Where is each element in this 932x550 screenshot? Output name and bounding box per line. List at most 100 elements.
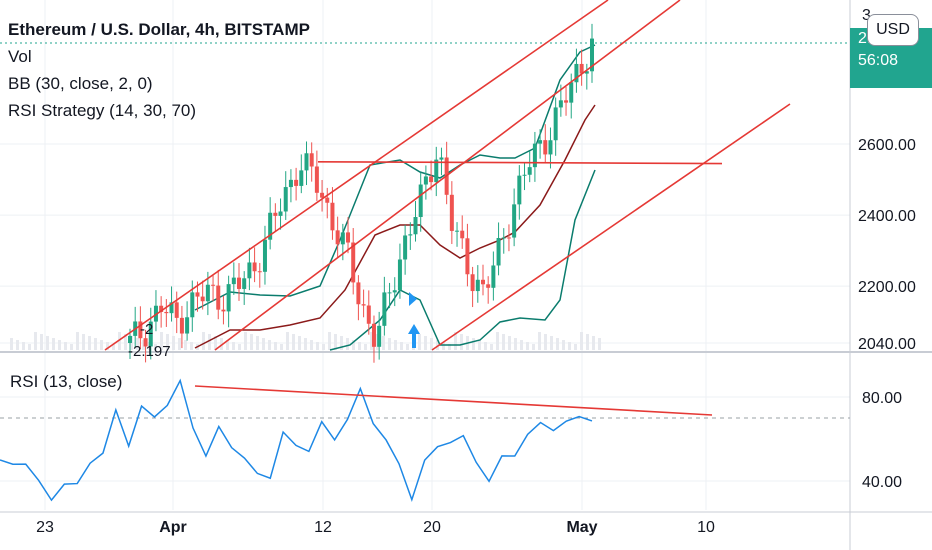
volume-bars	[10, 332, 601, 350]
candle-body	[294, 179, 299, 186]
time-tick-label: 10	[697, 519, 715, 536]
volume-bar	[262, 338, 265, 350]
rsi-tick-label: 80.00	[862, 390, 902, 407]
candle-body	[242, 278, 247, 289]
candle-body	[418, 184, 423, 218]
candle-body	[169, 302, 174, 314]
candle-body	[569, 82, 574, 103]
channel-upper-line	[104, 0, 609, 351]
volume-bar	[118, 332, 121, 350]
volume-bar	[592, 336, 595, 350]
candle-body	[387, 292, 392, 294]
volume-bar	[544, 334, 547, 350]
price-tick-label: 2040.00	[858, 336, 916, 353]
candle-body	[527, 167, 532, 175]
volume-bar	[250, 334, 253, 350]
candle-body	[262, 239, 267, 272]
candle-body	[330, 202, 335, 231]
volume-bar	[82, 334, 85, 350]
volume-bar	[358, 342, 361, 350]
candle-body	[159, 305, 164, 312]
volume-bar	[520, 340, 523, 350]
candle-body	[486, 284, 491, 288]
candle-body	[413, 217, 418, 235]
volume-bar	[574, 344, 577, 350]
rsi-tick-label: 40.00	[862, 474, 902, 491]
volume-bar	[346, 338, 349, 350]
volume-bar	[226, 340, 229, 350]
volume-bar	[292, 334, 295, 350]
candle-body	[314, 166, 319, 193]
volume-bar	[34, 332, 37, 350]
candle-body	[299, 170, 304, 186]
axes: 2040.00 2200.00 2400.00 2600.00 3 40.00 80.00 2…	[36, 7, 916, 536]
candle-body	[237, 277, 242, 289]
candle-body	[211, 284, 216, 286]
candle-body	[538, 140, 543, 144]
volume-bar	[166, 334, 169, 350]
volume-bar	[70, 344, 73, 350]
rsi-line	[0, 378, 593, 503]
volume-bar	[22, 342, 25, 350]
volume-bar	[508, 336, 511, 350]
volume-bar	[184, 340, 187, 350]
currency-button[interactable]: USD	[867, 14, 919, 46]
volume-bar	[334, 334, 337, 350]
candle-body	[200, 296, 205, 302]
volume-bar	[76, 332, 79, 350]
volume-bar	[502, 334, 505, 350]
volume-bar	[556, 338, 559, 350]
candle-body	[465, 238, 470, 275]
volume-bar	[454, 332, 457, 350]
volume-bar	[58, 340, 61, 350]
candle-body	[558, 100, 563, 108]
volume-bar	[160, 332, 163, 350]
candle-body	[506, 237, 511, 239]
candle-body	[340, 232, 345, 245]
volume-bar	[382, 336, 385, 350]
bb-basis	[194, 104, 596, 349]
candle-body	[288, 179, 293, 188]
volume-bar	[472, 338, 475, 350]
candle-body	[564, 100, 569, 103]
candle-body	[579, 63, 584, 74]
candle-body	[205, 284, 210, 302]
candle-body	[356, 282, 361, 305]
volume-bar	[484, 342, 487, 350]
candle-body	[366, 305, 371, 324]
volume-bar	[364, 344, 367, 350]
volume-bar	[16, 340, 19, 350]
price-tick-label: 2200.00	[858, 279, 916, 296]
candle-body	[231, 277, 236, 285]
volume-bar	[64, 342, 67, 350]
candle-body	[273, 212, 278, 216]
volume-bar	[436, 340, 439, 350]
candle-body	[138, 321, 143, 339]
volume-bar	[154, 344, 157, 350]
candle-body	[195, 292, 200, 297]
candle-body	[226, 284, 231, 312]
candle-body	[351, 242, 356, 283]
legend-rsi-strategy: RSI Strategy (14, 30, 70)	[8, 101, 197, 120]
volume-bar	[10, 338, 13, 350]
candle-body	[335, 230, 340, 245]
candle-body	[512, 204, 517, 238]
volume-bar	[112, 344, 115, 350]
volume-bar	[232, 342, 235, 350]
chart-legend: Ethereum / U.S. Dollar, 4h, BITSTAMP Vol…	[8, 16, 310, 124]
volume-bar	[286, 332, 289, 350]
candle-body	[590, 38, 594, 72]
price-tick-label: 2400.00	[858, 208, 916, 225]
horizontal-resistance-line	[317, 160, 723, 165]
marker-label-lower: -2.197	[128, 343, 171, 360]
volume-bar	[136, 338, 139, 350]
candle-body	[377, 325, 382, 347]
price-tick-label: 2600.00	[858, 137, 916, 154]
candle-body	[252, 262, 257, 272]
volume-bar	[526, 342, 529, 350]
volume-bar	[478, 340, 481, 350]
volume-bar	[430, 338, 433, 350]
candle-body	[346, 232, 351, 243]
volume-bar	[238, 344, 241, 350]
volume-bar	[202, 332, 205, 350]
